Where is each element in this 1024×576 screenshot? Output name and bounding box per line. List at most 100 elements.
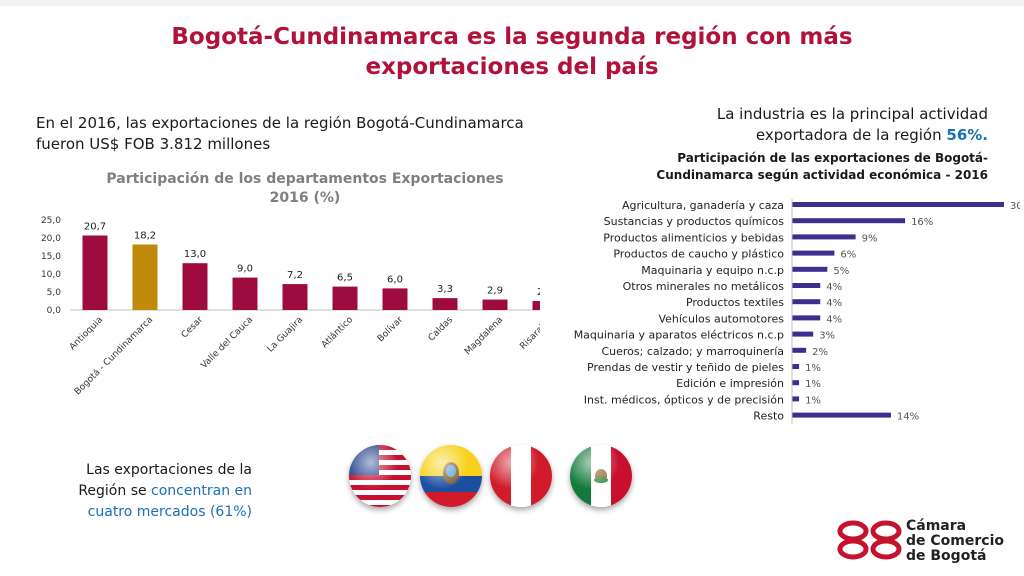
y-tick-label: Resto [753,410,784,423]
bar [792,364,800,369]
y-tick-label: Maquinaria y equipo n.c.p [641,264,784,277]
intro-line-1: En el 2016, las exportaciones de la regi… [36,114,524,132]
y-tick-label: Otros minerales no metálicos [623,280,785,293]
y-tick-label: 0,0 [47,306,62,316]
logo-line-2: de Comercio [906,533,1004,549]
data-label: 7,2 [287,270,303,281]
bar [792,234,856,240]
bar [792,380,800,386]
x-tick-label: Bolívar [376,315,405,344]
y-tick-label: Maquinaria y aparatos eléctricos n.c.p [574,329,784,342]
data-label: 9% [862,233,878,244]
bar [792,331,814,337]
bar [792,283,821,288]
bar [792,266,828,272]
departments-bar-chart: 0,0 5,0 10,0 15,0 20,0 25,0 20,7 Antioquia 18,2 B… [41,216,540,397]
bar [332,286,358,310]
bar [282,284,308,310]
industry-line-2-text: exportadora de la región [755,126,947,144]
data-label: 3,3 [437,284,453,295]
y-tick-label: Edición e impresión [676,377,784,390]
departments-chart-title-line-2: 2016 (%) [269,190,341,206]
slide-title-line-1: Bogotá-Cundinamarca es la segunda región… [171,24,853,50]
industry-line-1: La industria es la principal actividad [716,105,988,123]
mexico-flag-icon [570,445,632,507]
bar [792,396,800,402]
departments-chart-title-line-1: Participación de los departamentos Expor… [106,171,504,187]
data-label: 1% [805,395,821,406]
data-label: 18,2 [134,230,156,241]
intro-line-2: fueron US$ FOB 3.812 millones [36,135,271,153]
data-label: 4% [826,298,842,309]
x-tick-label: Magdalena [463,315,505,357]
logo-text: Cámara de Comercio de Bogotá [906,519,1004,564]
bar [792,315,821,321]
bar [232,277,258,310]
activity-chart-title: Participación de las exportaciones de Bo… [596,150,988,184]
industry-share-highlight: 56%. [946,126,988,144]
bar [792,299,821,305]
bar [792,202,1004,207]
markets-line-1: Las exportaciones de la [86,462,252,478]
data-label: 30% [1010,201,1020,212]
bar [792,250,835,256]
data-label: 20,7 [84,221,106,232]
x-tick-label: Atlántico [320,315,356,351]
activity-bar-chart: Agricultura, ganadería y caza 30% Sustanci… [574,199,1020,424]
markets-line-2: Región se concentran en [30,481,252,502]
y-tick-label: Sustancias y productos químicos [604,215,785,228]
y-tick-label: Agricultura, ganadería y caza [622,199,784,212]
x-tick-label: Risaralda [518,315,540,352]
y-tick-label: Vehículos automotores [658,312,784,325]
industry-line-2: exportadora de la región 56%. [640,125,988,146]
slide-title-line-2: exportaciones del país [365,54,659,80]
activity-chart-title-line-2: Cundinamarca según actividad económica -… [656,168,988,182]
y-tick-label: Productos de caucho y plástico [613,248,784,261]
y-tick-label: Productos alimenticios y bebidas [603,231,784,244]
bar [482,299,508,310]
data-label: 13,0 [184,249,206,260]
x-tick-label: Cesar [180,315,205,340]
departments-chart-title: Participación de los departamentos Expor… [85,170,525,208]
data-label: 9,0 [237,264,253,275]
data-label: 16% [911,217,933,228]
peru-flag-icon [490,445,552,507]
data-label: 6% [840,250,856,261]
ecuador-flag-icon [420,445,482,507]
bar [82,235,108,310]
y-tick-label: 10,0 [41,270,61,280]
slide-title: Bogotá-Cundinamarca es la segunda región… [130,22,894,82]
y-tick-label: Prendas de vestir y teñido de pieles [587,361,784,374]
data-label: 14% [897,412,919,423]
data-label: 6,5 [337,273,353,284]
data-label: 3% [819,331,835,342]
x-tick-label: Valle del Cauca [199,315,255,371]
camara-logo-icon [837,520,902,560]
data-label: 6,0 [387,274,403,285]
y-tick-label: 15,0 [41,252,61,262]
data-label: 2,5 [537,287,540,298]
bar [182,263,208,310]
y-tick-label: Productos textiles [686,296,784,309]
data-label: 2% [812,347,828,358]
markets-line-2-text: Región se [78,483,152,499]
bar [432,298,458,310]
intro-text: En el 2016, las exportaciones de la regi… [36,113,556,155]
bar [792,347,807,353]
bar [792,218,906,224]
industry-text: La industria es la principal actividad e… [640,104,988,146]
bar [792,412,891,418]
markets-line-3: cuatro mercados (61%) [87,504,252,520]
data-label: 2,9 [487,286,503,297]
activity-chart-title-line-1: Participación de las exportaciones de Bo… [677,151,988,165]
bar [532,301,540,310]
bar [132,244,158,310]
y-tick-label: 25,0 [41,216,61,226]
usa-flag-icon [349,445,411,507]
x-tick-label: Antioquia [68,315,105,352]
x-tick-label: Caldas [427,315,456,344]
data-label: 5% [833,266,849,277]
top-bar [0,0,1024,6]
x-tick-label: La Guajira [266,315,305,354]
y-tick-label: 20,0 [41,234,61,244]
